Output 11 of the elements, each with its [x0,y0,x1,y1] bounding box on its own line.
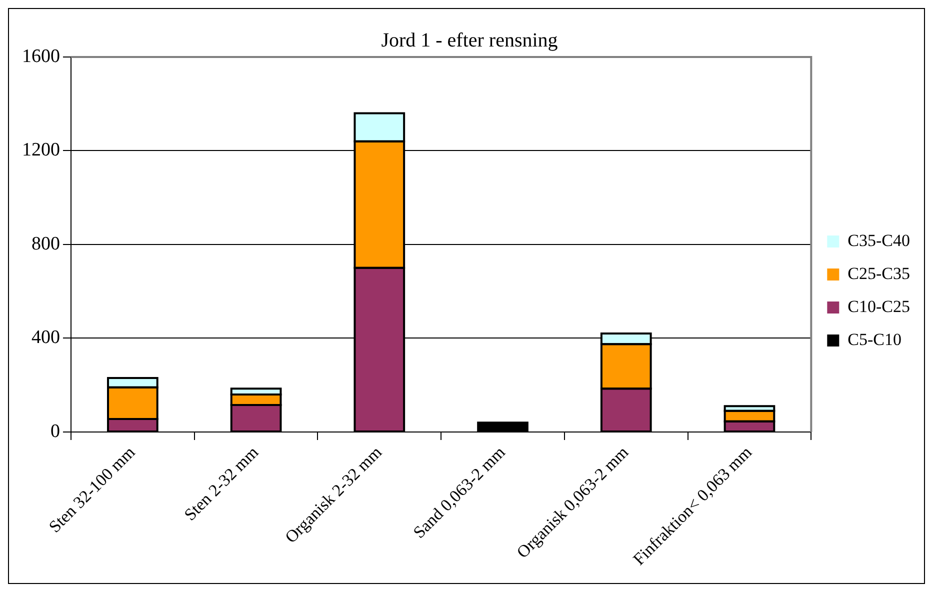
y-tick-label: 400 [32,327,60,348]
x-tick-label: Sten 2-32 mm [180,442,262,524]
y-tick-label: 800 [32,233,60,254]
legend-label: C25-C35 [848,264,910,283]
legend-label: C10-C25 [848,296,910,316]
y-tick-label: 1200 [22,140,60,161]
legend-label: C5-C10 [848,330,902,349]
y-tick-label: 0 [50,420,60,442]
chart-title: Jord 1 - efter rensning [381,29,558,52]
y-tick-label: 1600 [22,46,60,67]
legend-label: C35-C40 [848,230,910,250]
